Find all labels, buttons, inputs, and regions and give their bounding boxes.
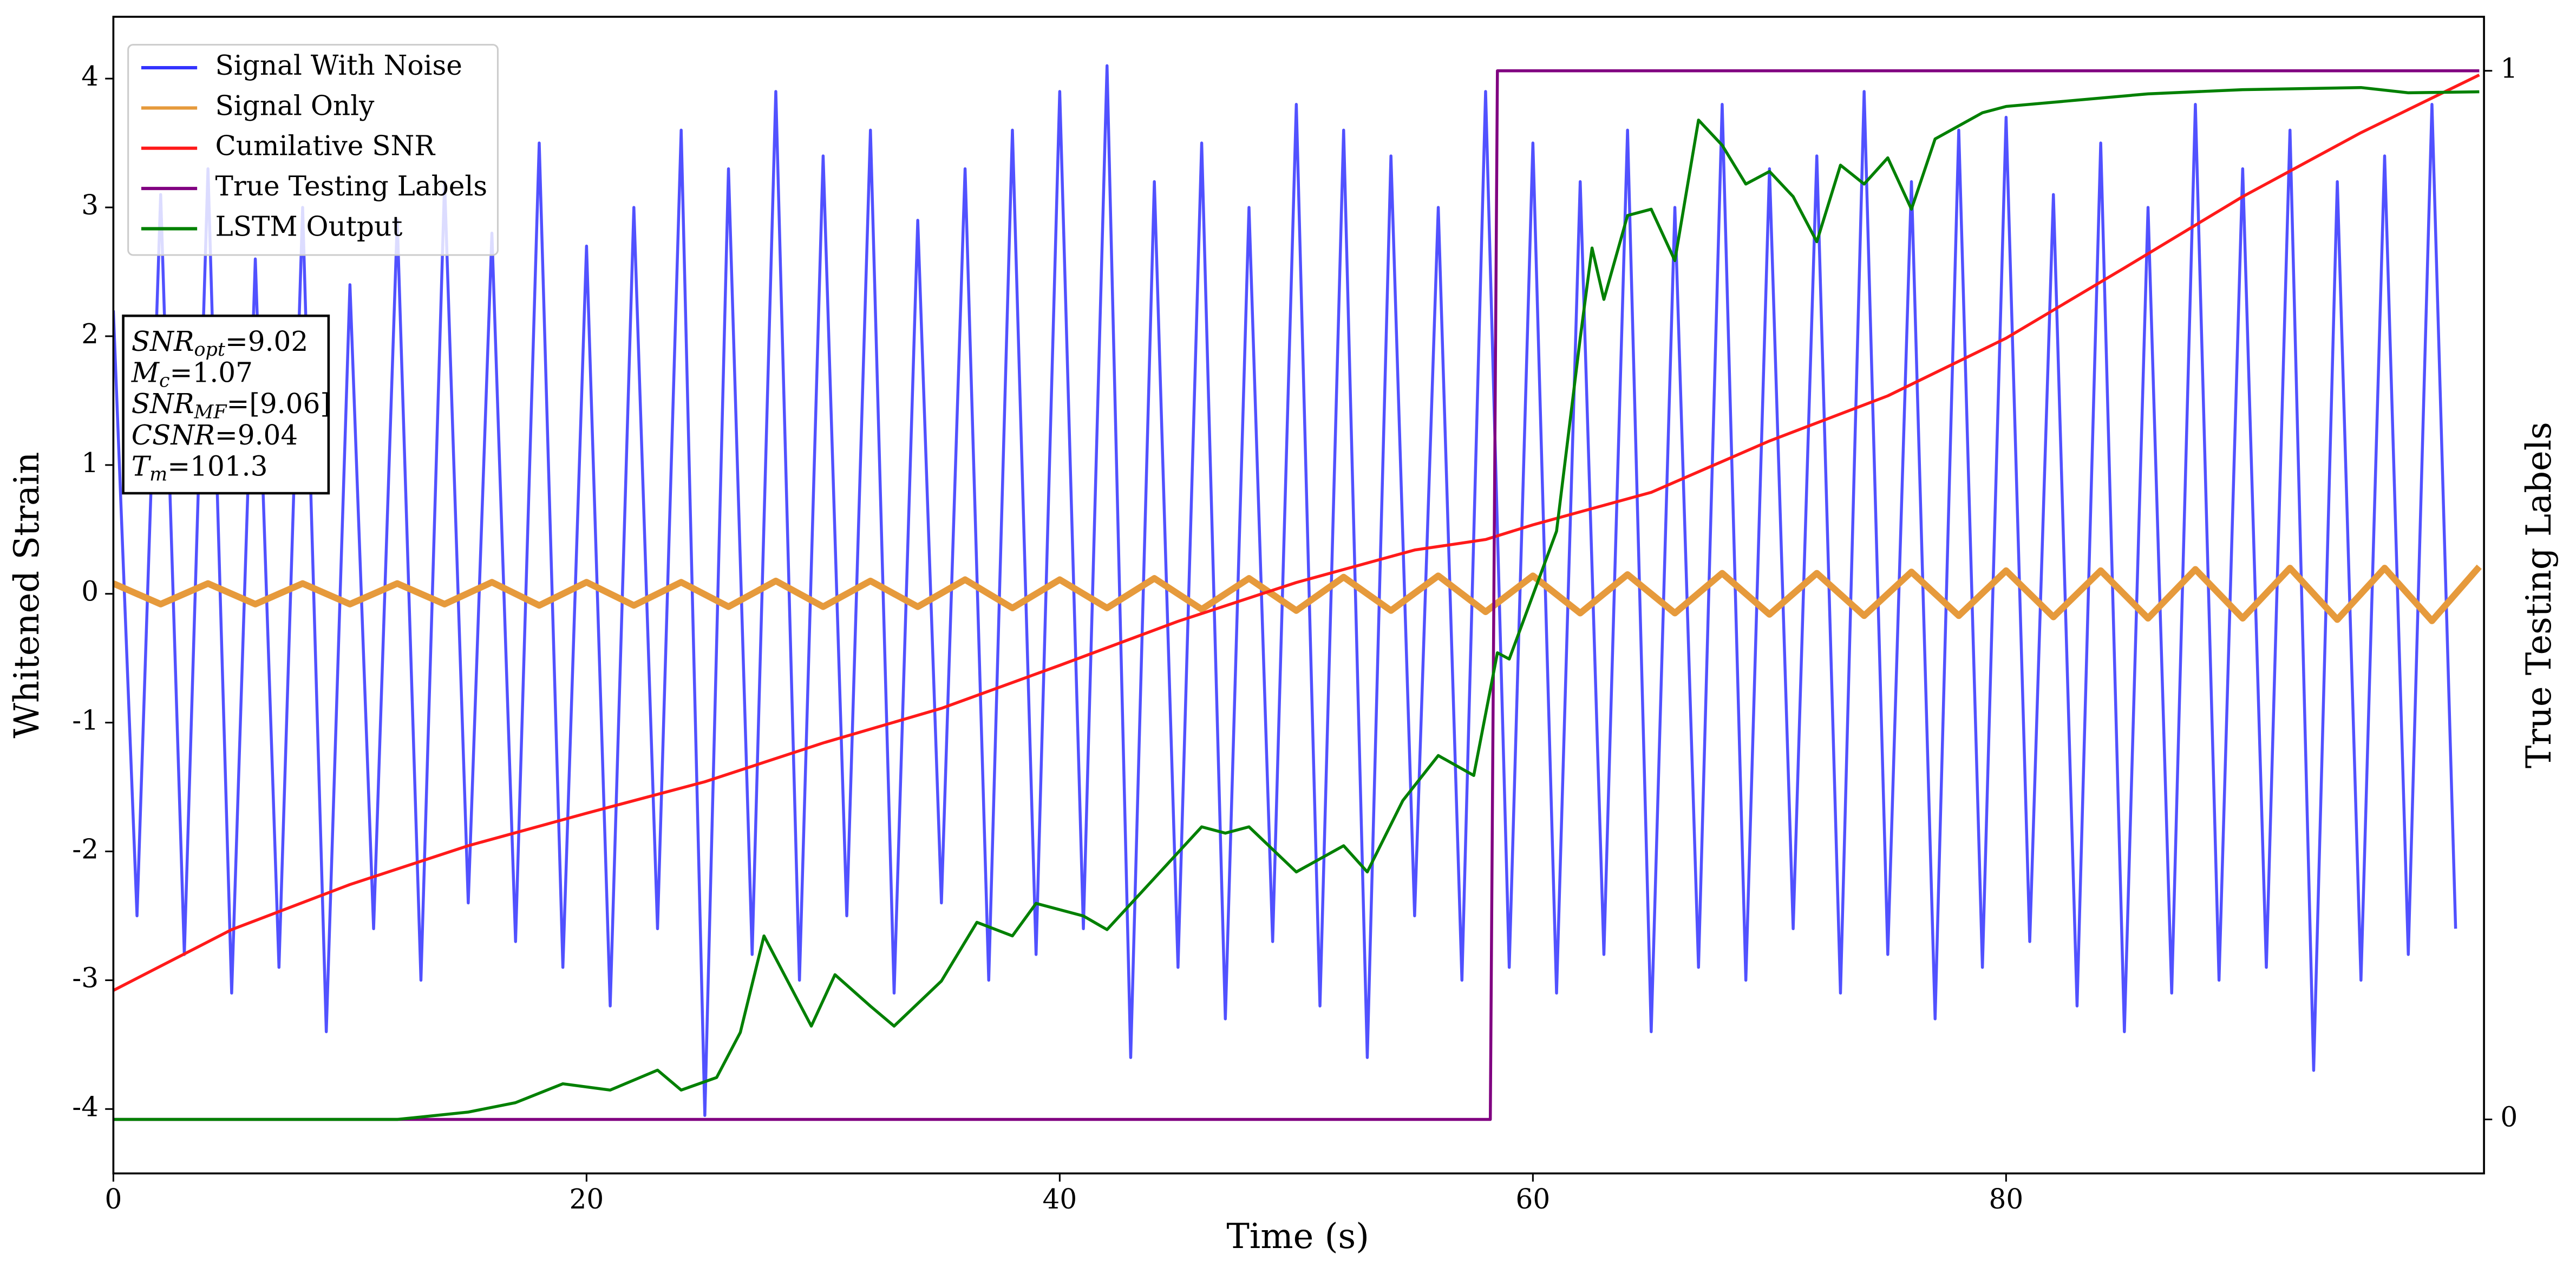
y2-tick-label: 1	[2500, 53, 2518, 84]
annotation-value: =1.07	[170, 357, 253, 389]
series-line	[113, 74, 2480, 992]
y-axis-label: Whitened Strain	[7, 452, 47, 739]
annotation-symbol: M	[131, 357, 160, 389]
plot-area	[113, 64, 2482, 1121]
series-line	[113, 86, 2480, 1121]
annotation-box	[122, 314, 330, 495]
x-axis-label: Time (s)	[1226, 1217, 1369, 1257]
y-tick-label: -1	[72, 705, 99, 736]
axes-frame	[112, 16, 2485, 1175]
annotation-symbol: T	[132, 450, 152, 482]
annotation-value: =9.04	[215, 420, 298, 451]
legend: Signal With Noise Signal Only Cumilative S…	[127, 44, 499, 256]
y-tick-label: 4	[81, 61, 99, 92]
legend-label: LSTM Output	[215, 211, 403, 242]
y-tick-label: -2	[72, 834, 99, 865]
annotation-line: Tm=101.3	[132, 450, 268, 485]
annotation-subscript: c	[159, 370, 170, 391]
legend-label: Cumilative SNR	[215, 130, 436, 162]
y2-tick-label: 0	[2500, 1102, 2518, 1133]
x-tick-label: 20	[570, 1184, 604, 1215]
annotation-subscript: MF	[194, 401, 228, 423]
x-tick-label: 80	[1989, 1184, 2023, 1215]
annotation-symbol: SNR	[132, 388, 194, 420]
y-tick-label: -3	[72, 962, 99, 994]
annotation-value: =9.02	[225, 326, 308, 357]
series-line	[113, 564, 2482, 624]
annotation-line: CSNR=9.04	[132, 420, 298, 451]
y-tick-label: -4	[72, 1091, 99, 1122]
legend-box	[127, 44, 499, 256]
annotation-subscript: m	[149, 463, 167, 485]
annotation-symbol: SNR	[132, 326, 194, 357]
annotation-line: SNRopt=9.02	[132, 326, 308, 361]
annotation: SNRopt=9.02Mc=1.07SNRMF=[9.06]CSNR=9.04T…	[122, 314, 331, 495]
y-tick-label: 1	[81, 447, 99, 479]
annotation-line: Mc=1.07	[131, 357, 253, 392]
legend-label: Signal Only	[215, 90, 375, 121]
annotation-value: =101.3	[167, 450, 267, 482]
y-tick-label: 3	[81, 190, 99, 221]
legend-label: True Testing Labels	[215, 171, 488, 202]
y-tick-label: 0	[81, 576, 99, 607]
annotation-subscript: opt	[194, 338, 226, 360]
y-tick-label: 2	[81, 318, 99, 350]
annotation-symbol: CSNR	[132, 420, 215, 451]
series-line	[113, 69, 2480, 1121]
x-tick-label: 0	[104, 1184, 122, 1215]
annotation-value: =[9.06]	[226, 388, 330, 420]
y2-axis-label: True Testing Labels	[2519, 422, 2559, 768]
x-tick-label: 40	[1043, 1184, 1077, 1215]
legend-label: Signal With Noise	[215, 50, 462, 81]
annotation-line: SNRMF=[9.06]	[132, 388, 331, 423]
x-tick-label: 60	[1516, 1184, 1551, 1215]
